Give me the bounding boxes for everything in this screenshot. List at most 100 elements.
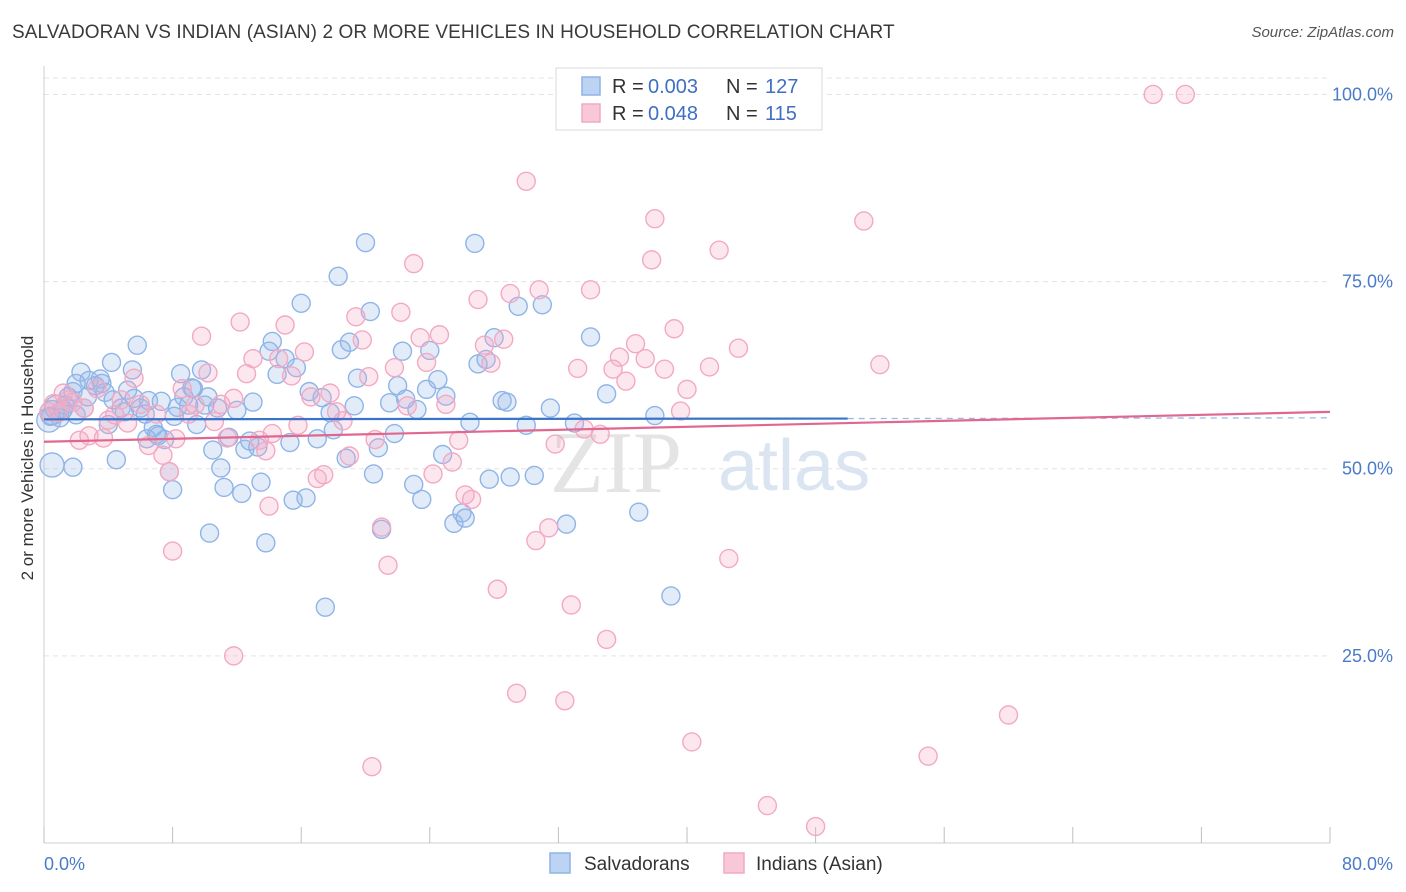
data-point [159,462,180,482]
data-point [609,347,630,367]
x-tick-labels: 0.0% 80.0% [44,854,1393,874]
data-point [251,472,271,492]
data-point [460,412,480,433]
data-point [677,379,697,400]
legend-box: R = 0.003 N = 127 R = 0.048 N = 115 [555,67,823,131]
data-point [420,340,440,361]
data-point [629,502,649,522]
data-point [328,266,348,287]
legend-r-value-2: 0.048 [648,103,698,125]
data-point [556,514,577,534]
legend-n-label-2: N = [726,103,758,125]
data-point [153,445,173,465]
data-point [281,366,302,386]
data-point [127,335,147,355]
y-tick-label: 25.0% [1342,646,1393,666]
legend-n-label-1: N = [726,76,758,98]
data-point [346,307,366,327]
watermark: ZIP atlas [550,415,870,512]
data-point [384,357,405,378]
y-axis-label: 2 or more Vehicles in Household [18,336,37,581]
data-point [474,335,495,355]
data-point [596,384,617,404]
data-point [561,595,581,615]
data-point [146,404,167,424]
data-point [484,328,504,348]
data-point [223,388,244,409]
data-point [191,326,212,346]
x-tick-label-min: 0.0% [44,854,85,874]
legend-swatch-indians-asian [581,103,601,123]
data-point [654,359,675,379]
data-point [404,253,424,274]
data-point [412,489,432,510]
data-point [71,362,91,382]
data-point [256,533,276,553]
data-point [709,240,729,260]
trend-line-salvadorans [43,417,848,421]
data-point [1143,84,1163,105]
data-point [719,548,739,569]
data-point [204,411,225,432]
data-point [74,398,94,418]
y-tick-label: 100.0% [1332,84,1393,104]
data-point [670,401,691,421]
data-point [497,392,517,412]
data-point [506,683,527,703]
data-point [43,393,64,414]
legend-n-value-1: 127 [765,76,798,98]
legend-swatch-salvadorans [581,76,601,96]
data-point [529,280,549,300]
data-point [355,232,376,253]
data-point [352,330,372,350]
x-tick-label-max: 80.0% [1342,854,1393,874]
data-point [645,209,665,229]
data-point [214,477,234,498]
data-point [854,211,874,231]
data-point [363,464,384,484]
chart-title: SALVADORAN VS INDIAN (ASIAN) 2 OR MORE V… [12,22,895,43]
data-point [362,756,382,777]
data-point [465,233,485,254]
data-point [625,334,646,354]
data-point [268,348,289,369]
data-point [410,328,430,348]
legend-r-label-1: R = [612,76,644,98]
data-point [539,518,559,538]
data-point [111,390,131,410]
data-point [532,295,553,315]
data-point [555,691,575,711]
data-point [339,446,360,466]
bottom-legend-label-indians-asian: Indians (Asian) [756,854,883,875]
data-point [294,342,315,362]
data-point [391,302,411,322]
data-point [256,441,276,461]
data-point [66,373,86,394]
data-point [455,508,475,528]
data-point [315,597,336,617]
watermark-atlas: atlas [718,426,870,506]
data-point [487,579,508,599]
data-point [429,325,450,345]
data-point [359,366,379,387]
data-point [918,746,938,766]
gridlines [44,77,1330,657]
legend-n-value-2: 115 [765,103,797,125]
y-tick-label: 75.0% [1342,272,1393,292]
data-point [603,359,623,379]
data-point [423,464,443,484]
data-point [130,394,151,415]
data-point [494,329,514,349]
data-point [344,396,364,416]
data-point [479,469,499,489]
series-salvadorans [36,232,681,617]
data-point [641,250,662,270]
data-point [93,428,114,448]
data-point [596,629,617,650]
data-point [262,423,282,444]
data-point [436,394,456,415]
data-point [416,352,437,373]
data-point [63,457,83,477]
bottom-legend-swatch-salvadorans [549,852,571,874]
data-point [138,435,159,456]
